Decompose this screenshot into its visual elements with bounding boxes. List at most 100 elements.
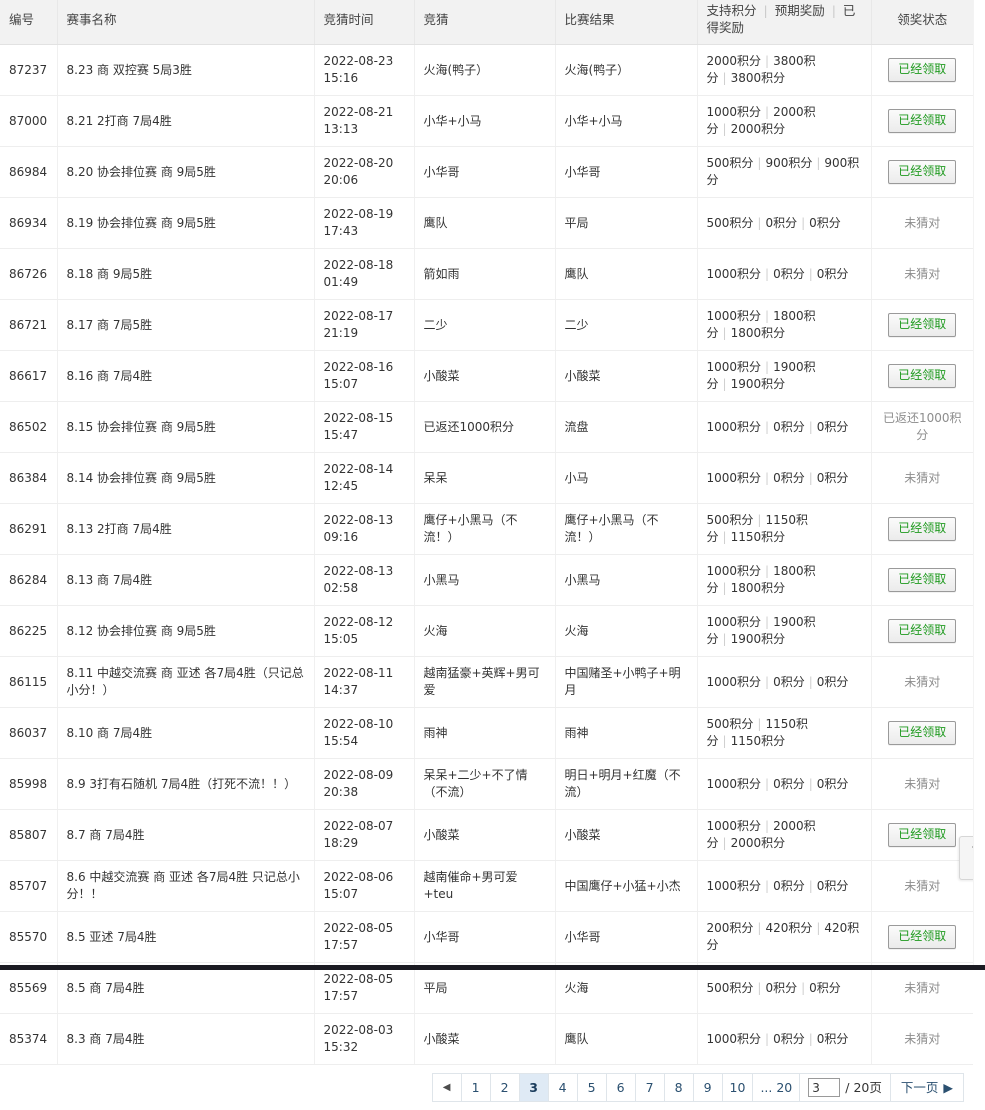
result-value: 小黑马 xyxy=(565,573,601,587)
support-points: 500积分 xyxy=(707,717,754,731)
cell-guess: 越南催命+男可爱+teu xyxy=(414,861,555,912)
cell-guess: 雨神 xyxy=(414,708,555,759)
pagination-page-1[interactable]: 1 xyxy=(461,1073,490,1102)
bet-id: 85374 xyxy=(9,1032,47,1046)
cell-points: 1000积分|1900积分|1900积分 xyxy=(697,351,871,402)
points-separator-icon: | xyxy=(761,471,773,485)
claim-status-button[interactable]: 已经领取 xyxy=(888,58,956,82)
claim-status-button[interactable]: 已经领取 xyxy=(888,364,956,388)
cell-points: 1000积分|1900积分|1900积分 xyxy=(697,606,871,657)
claim-status-button[interactable]: 已经领取 xyxy=(888,619,956,643)
cell-claim-status: 已经领取 xyxy=(871,147,973,198)
claim-status-button[interactable]: 已经领取 xyxy=(888,517,956,541)
result-value: 小马 xyxy=(565,471,589,485)
match-name: 8.13 2打商 7局4胜 xyxy=(67,522,172,536)
pagination-last-page[interactable]: ... 20 xyxy=(752,1073,799,1102)
pagination-next-button[interactable]: 下一页▶ xyxy=(890,1073,964,1102)
cell-points: 1000积分|0积分|0积分 xyxy=(697,249,871,300)
bet-clock: 20:06 xyxy=(324,173,359,187)
bet-id: 86984 xyxy=(9,165,47,179)
support-points: 1000积分 xyxy=(707,360,762,374)
bet-clock: 15:05 xyxy=(324,632,359,646)
cell-guess: 小华+小马 xyxy=(414,96,555,147)
points-separator-icon: | xyxy=(753,981,765,995)
result-value: 火海 xyxy=(565,981,589,995)
pagination-page-6[interactable]: 6 xyxy=(606,1073,635,1102)
pagination-page-5[interactable]: 5 xyxy=(577,1073,606,1102)
pagination-page-4[interactable]: 4 xyxy=(548,1073,577,1102)
cell-match-result: 火海 xyxy=(555,606,697,657)
earned-reward: 3800积分 xyxy=(731,71,786,85)
claim-status-button[interactable]: 已经领取 xyxy=(888,568,956,592)
cell-guess: 平局 xyxy=(414,963,555,1014)
claim-status-text: 已返还1000积分 xyxy=(883,411,962,442)
points-separator-icon: | xyxy=(719,581,731,595)
points-separator-icon: | xyxy=(761,360,773,374)
claim-status-text: 未猜对 xyxy=(904,777,940,791)
cell-guess: 呆呆+二少+不了情（不流） xyxy=(414,759,555,810)
pagination-prev-button[interactable]: ◀ xyxy=(432,1073,461,1102)
cell-guess: 小酸菜 xyxy=(414,351,555,402)
bet-clock: 13:13 xyxy=(324,122,359,136)
cell-guess: 越南猛豪+英辉+男可爱 xyxy=(414,657,555,708)
expected-reward: 900积分 xyxy=(765,156,812,170)
points-separator-icon: | xyxy=(812,156,824,170)
result-value: 火海(鸭子） xyxy=(565,63,630,77)
support-points: 1000积分 xyxy=(707,105,762,119)
bet-id: 85707 xyxy=(9,879,47,893)
claim-status-text: 未猜对 xyxy=(904,471,940,485)
claim-status-button[interactable]: 已经领取 xyxy=(888,925,956,949)
pagination-jump: / 20页 xyxy=(799,1073,890,1102)
claim-status-button[interactable]: 已经领取 xyxy=(888,823,956,847)
claim-status-button[interactable]: 已经领取 xyxy=(888,721,956,745)
match-name: 8.9 3打有石随机 7局4胜（打死不流！！） xyxy=(67,777,297,791)
claim-status-button[interactable]: 已经领取 xyxy=(888,313,956,337)
bet-id: 86115 xyxy=(9,675,47,689)
pagination-page-7[interactable]: 7 xyxy=(635,1073,664,1102)
cell-bet-id: 86291 xyxy=(0,504,57,555)
pagination-page-9[interactable]: 9 xyxy=(693,1073,722,1102)
bet-id: 86284 xyxy=(9,573,47,587)
bet-id: 86502 xyxy=(9,420,47,434)
bet-clock: 15:07 xyxy=(324,887,359,901)
earned-reward: 0积分 xyxy=(817,420,849,434)
cell-points: 500积分|900积分|900积分 xyxy=(697,147,871,198)
support-points: 1000积分 xyxy=(707,777,762,791)
bet-date: 2022-08-19 xyxy=(324,207,394,221)
pagination-page-3[interactable]: 3 xyxy=(519,1073,548,1102)
cell-match-result: 鹰仔+小黑马（不流！） xyxy=(555,504,697,555)
cell-match-result: 二少 xyxy=(555,300,697,351)
cell-match-name: 8.7 商 7局4胜 xyxy=(57,810,314,861)
cell-match-name: 8.19 协会排位赛 商 9局5胜 xyxy=(57,198,314,249)
cell-bet-id: 86617 xyxy=(0,351,57,402)
cell-guess: 小酸菜 xyxy=(414,1014,555,1065)
cell-bet-id: 85569 xyxy=(0,963,57,1014)
match-name: 8.12 协会排位赛 商 9局5胜 xyxy=(67,624,216,638)
support-points: 1000积分 xyxy=(707,471,762,485)
claim-status-button[interactable]: 已经领取 xyxy=(888,160,956,184)
cell-match-result: 小酸菜 xyxy=(555,351,697,402)
bet-date: 2022-08-05 xyxy=(324,972,394,986)
bet-date: 2022-08-05 xyxy=(324,921,394,935)
points-separator-icon: | xyxy=(805,777,817,791)
cell-points: 1000积分|1800积分|1800积分 xyxy=(697,300,871,351)
page-jump-input[interactable] xyxy=(808,1078,840,1097)
bet-clock: 09:16 xyxy=(324,530,359,544)
points-separator-icon: | xyxy=(805,471,817,485)
pagination-page-2[interactable]: 2 xyxy=(490,1073,519,1102)
pagination-page-8[interactable]: 8 xyxy=(664,1073,693,1102)
bet-id: 87000 xyxy=(9,114,47,128)
bet-id: 86934 xyxy=(9,216,47,230)
cell-match-name: 8.23 商 双控赛 5局3胜 xyxy=(57,45,314,96)
pagination-page-10[interactable]: 10 xyxy=(722,1073,753,1102)
claim-status-button[interactable]: 已经领取 xyxy=(888,109,956,133)
points-separator-icon: | xyxy=(719,836,731,850)
